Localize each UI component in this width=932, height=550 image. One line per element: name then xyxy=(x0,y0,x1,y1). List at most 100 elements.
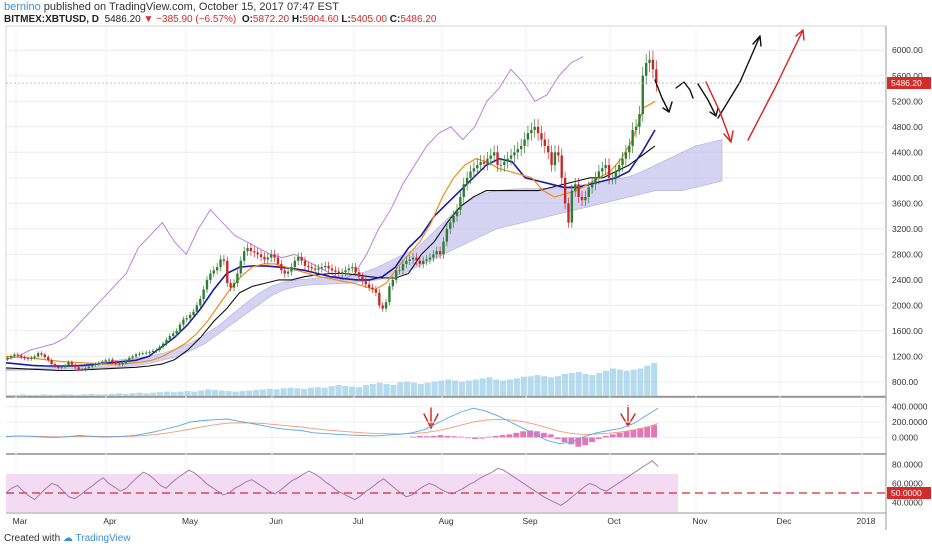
volume-bar xyxy=(74,394,81,396)
candle-body xyxy=(94,364,97,366)
author-link[interactable]: bernino xyxy=(4,1,41,13)
volume-bar xyxy=(507,379,514,396)
volume-bar xyxy=(19,394,26,396)
time-tick-label: Jun xyxy=(269,516,283,526)
candle-body xyxy=(604,165,607,169)
symbol-label[interactable]: BITMEX:XBTUSD, D xyxy=(4,14,99,25)
candle-body xyxy=(449,222,452,229)
candle-body xyxy=(401,263,405,271)
volume-bar xyxy=(561,374,568,396)
candle-body xyxy=(624,152,628,159)
candle-body xyxy=(547,145,550,153)
macd-histogram-bar xyxy=(644,426,651,438)
candle-body xyxy=(77,367,80,370)
candle-body xyxy=(506,158,509,162)
time-tick-label: Dec xyxy=(776,516,792,526)
chikou-line xyxy=(5,56,584,361)
macd-histogram-bar xyxy=(602,435,609,438)
candle-body xyxy=(344,270,347,273)
macd-histogram-bar xyxy=(582,437,589,446)
candle-body xyxy=(519,145,523,150)
candle-body xyxy=(503,161,506,166)
price-tick-label: 800.00 xyxy=(892,377,918,387)
macd-histogram-bar xyxy=(623,431,630,438)
candle-body xyxy=(290,267,293,272)
candle-body xyxy=(516,149,519,153)
candle-body xyxy=(297,256,300,261)
candle-body xyxy=(60,367,63,369)
macd-histogram-bar xyxy=(478,437,485,439)
candle-body xyxy=(371,287,374,290)
candle-body xyxy=(80,369,84,371)
candle-body xyxy=(530,129,533,134)
volume-bar xyxy=(376,382,383,396)
baseline-line xyxy=(5,145,656,372)
candle-body xyxy=(391,279,394,287)
indicator-lines xyxy=(5,56,656,372)
candle-body xyxy=(212,270,215,274)
forecast-arrows xyxy=(423,29,805,429)
time-tick-label: Mar xyxy=(13,516,28,526)
macd-histogram-bar xyxy=(589,437,595,443)
candle-body xyxy=(367,284,371,288)
macd-histogram-bar xyxy=(637,428,644,438)
candle-body xyxy=(563,177,567,204)
volume-bar xyxy=(616,369,623,396)
candle-body xyxy=(87,366,90,369)
volume-bar xyxy=(472,379,479,396)
price-tick-label: 6000.00 xyxy=(892,45,923,55)
candle-body xyxy=(141,353,145,355)
candle-body xyxy=(435,251,438,255)
candle-body xyxy=(242,251,246,261)
candle-body xyxy=(442,241,445,255)
macd-histogram-bar xyxy=(534,431,540,438)
candle-body xyxy=(219,259,222,268)
volume-bar xyxy=(184,391,191,396)
candle-body xyxy=(557,152,560,156)
candle-body xyxy=(114,362,117,364)
cloud-area xyxy=(5,139,723,371)
volume-bar xyxy=(205,389,212,396)
volume-bar xyxy=(177,391,184,396)
candle-body xyxy=(611,177,614,179)
rsi-guide-tag xyxy=(887,487,931,499)
candle-body xyxy=(155,350,158,352)
volume-bar xyxy=(513,378,520,396)
candle-body xyxy=(111,359,114,363)
price-pane-frame xyxy=(5,25,887,397)
tradingview-brand[interactable]: TradingView xyxy=(75,533,131,544)
forecast-arrow-red xyxy=(723,130,734,143)
price-tick-label: 2800.00 xyxy=(892,249,923,259)
volume-bar xyxy=(369,383,376,396)
candle-body xyxy=(307,265,310,268)
candle-body xyxy=(533,126,536,130)
candle-body xyxy=(513,152,516,156)
candle-body xyxy=(40,353,43,355)
price-tick-label: 4400.00 xyxy=(892,147,923,157)
candle-body xyxy=(138,353,141,355)
candle-body xyxy=(20,355,23,358)
time-tick-label: Oct xyxy=(607,516,621,526)
candle-body xyxy=(644,63,648,76)
candle-body xyxy=(422,260,425,264)
candle-body xyxy=(67,362,70,366)
volume-bar xyxy=(108,393,116,396)
candle-body xyxy=(226,260,229,284)
macd-histogram-bar xyxy=(499,435,506,438)
candle-body xyxy=(293,260,297,268)
axes: 6000.00 5600.00 5200.00 4800.00 4400.00 4000.… xyxy=(6,45,931,526)
candle-body xyxy=(9,356,13,358)
candle-body xyxy=(459,196,462,210)
high-value: 5904.60 xyxy=(302,14,339,25)
candle-body xyxy=(117,363,121,365)
candle-body xyxy=(84,368,87,370)
volume-bar xyxy=(307,387,315,396)
volume-bar xyxy=(390,385,397,396)
volume-bar xyxy=(218,390,225,396)
low-value: 5405.00 xyxy=(350,14,387,25)
volume-bar xyxy=(458,381,466,396)
candle-body xyxy=(90,365,94,367)
volume-bar xyxy=(102,394,109,396)
candle-body xyxy=(74,364,77,368)
